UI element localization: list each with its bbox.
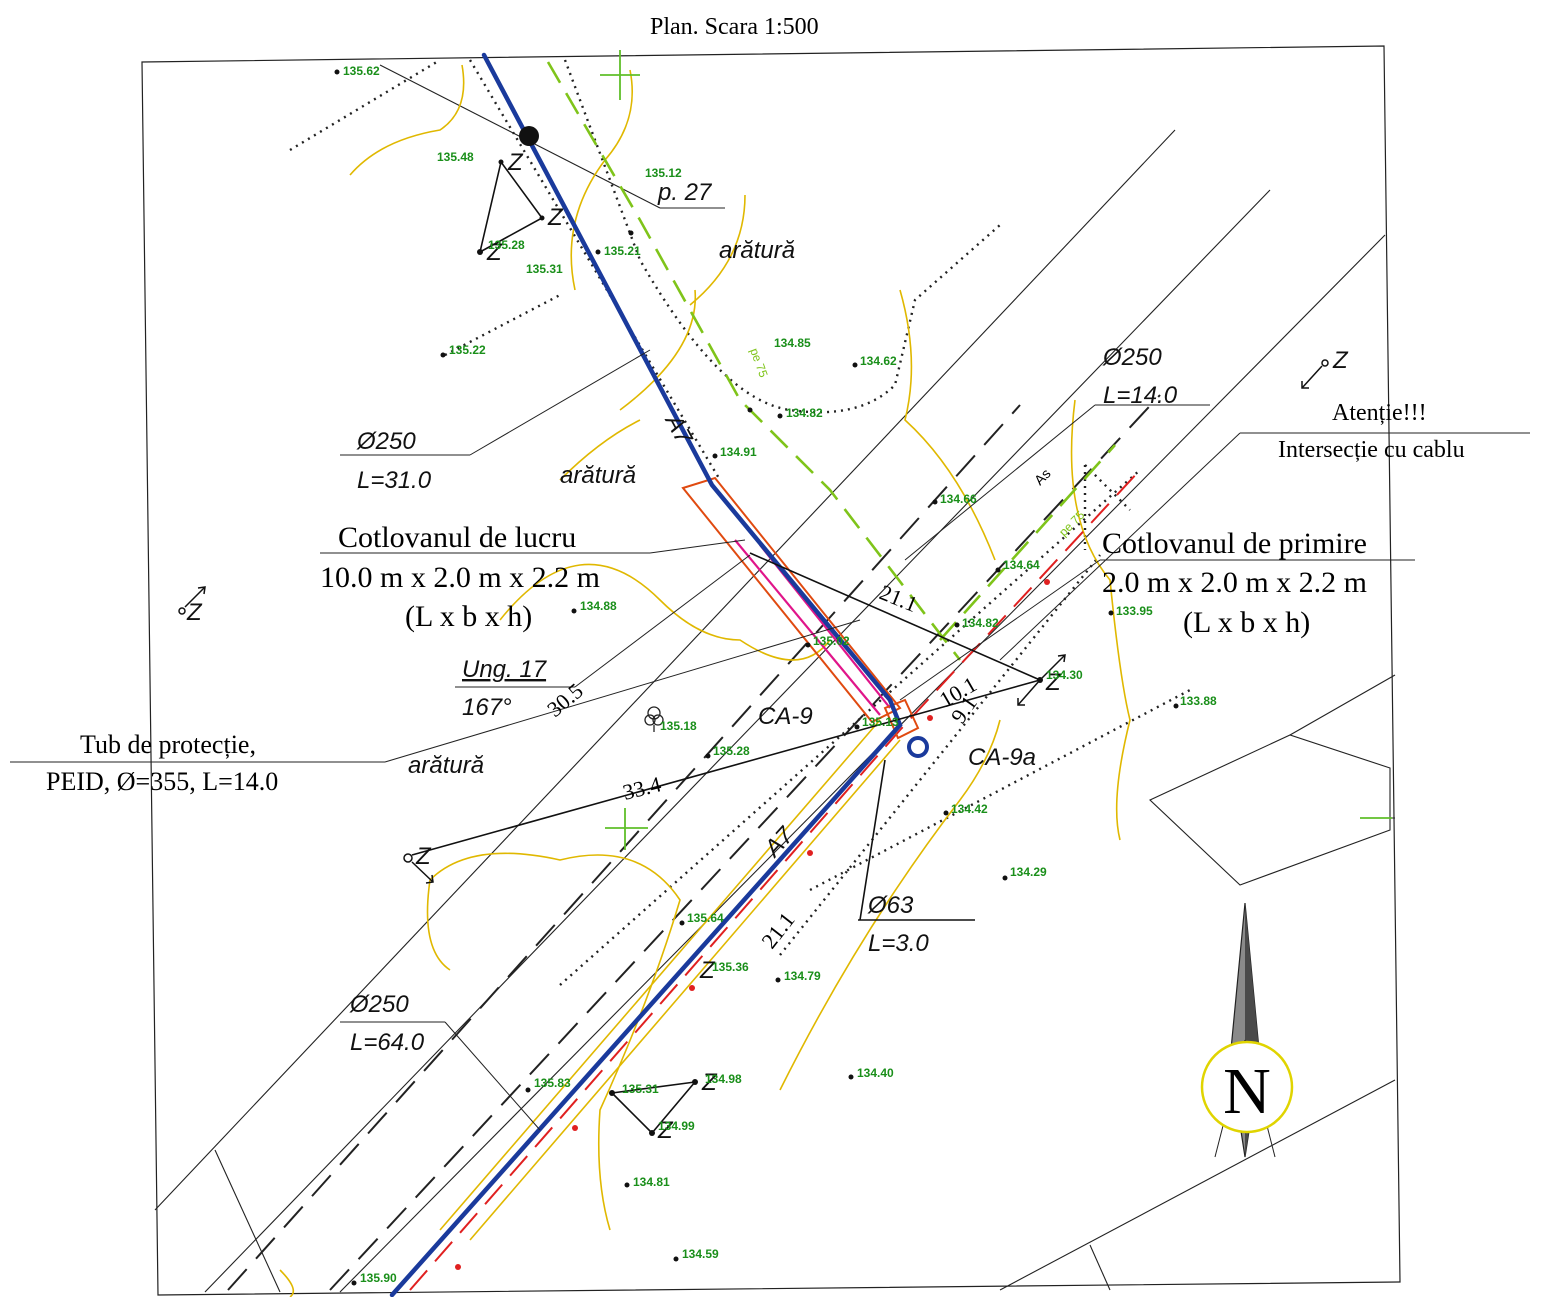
pipe-length-label-4: L=3.0 [868,930,929,957]
gas-pipe-label-1: pe 75 [747,346,771,379]
land-label-aratura-2: arătură [560,462,636,489]
elevation-label: 135.28 [488,238,525,252]
elevation-label: 135.02 [813,634,850,648]
elevation-label: 134.64 [1003,558,1040,572]
north-label: N [1223,1055,1271,1128]
protection-tube-line-2: PEID, Ø=355, L=14.0 [46,767,278,796]
elevation-label: 134.40 [857,1066,894,1080]
tree-symbol [644,706,664,732]
elevation-labels: 135.62 135.48 135.12 135.21 135.28 135.3… [343,64,1217,1285]
survey-points [334,69,1179,1286]
pipe-length-label-3: L=64.0 [350,1029,425,1056]
elevation-label: 135.48 [437,150,474,164]
chamber-label-ca9a: CA-9a [968,744,1036,771]
z-point-label-10: Z [699,957,716,984]
north-arrow: N [1200,902,1294,1158]
elevation-label: 134.91 [720,445,757,459]
survey-lines [411,160,1041,1134]
elevation-label: 134.99 [658,1119,695,1133]
z-point-label-3: Z [415,843,432,870]
receiving-pit-title: Cotlovanul de primire [1102,527,1367,560]
pipe-code-a7-2: A7 [758,821,800,864]
red-utility-line [409,469,1141,1291]
elevation-label: 135.22 [449,343,486,357]
z-point-label-2: Z [1332,347,1349,374]
elevation-label: 134.98 [705,1072,742,1086]
dashed-road-lines [227,394,1161,1291]
protection-tube-line-1: Tub de protecție, [80,730,256,759]
z-point-label-8: Z [701,1069,718,1096]
elevation-label: 134.82 [962,616,999,630]
map-frame [141,45,1401,1296]
elevation-label: 135.21 [604,244,641,258]
elevation-label: 135.62 [343,64,380,78]
z-point-label-7: Z [486,239,503,266]
pipe-length-label-1: L=31.0 [357,467,432,494]
red-points [455,579,1050,1270]
elevation-label: 134.42 [951,802,988,816]
elevation-label: 134.30 [1046,668,1083,682]
elevation-label: 135.90 [360,1271,397,1285]
land-label-aratura-3: arătură [408,752,484,779]
elevation-label: 135.83 [534,1076,571,1090]
elevation-label: 135.64 [687,911,724,925]
chamber-label-ca9: CA-9 [758,703,813,730]
z-point-label-9: Z [657,1117,674,1144]
z-point-markers [178,359,1329,884]
elevation-label: 135.31 [622,1082,659,1096]
dimension-33-4: 33.4 [620,771,663,805]
elevation-label: 134.85 [774,336,811,350]
elevation-label: 134.81 [633,1175,670,1189]
elevation-label: 133.88 [1180,694,1217,708]
working-pit-dimensions: 10.0 m x 2.0 m x 2.2 m [320,561,600,594]
pipe-diameter-label-1: Ø250 [356,428,416,455]
elevation-label: 134.88 [580,599,617,613]
z-point-label-5: Z [507,149,524,176]
elevation-label: 135.18 [660,719,697,733]
elevation-label: 135.13 [862,715,899,729]
dimension-21-1-b: 21.1 [756,907,799,953]
green-utility-line [546,61,1116,661]
angle-label-value: 167° [462,694,512,721]
warning-text: Intersecție cu cablu [1278,437,1465,463]
receiving-pit-dimensions: 2.0 m x 2.0 m x 2.2 m [1102,566,1367,599]
pit-outlines [681,476,920,740]
elevation-label: 135.31 [526,262,563,276]
chamber-markers [519,126,929,758]
map-title: Plan. Scara 1:500 [650,14,819,40]
survey-crosses [600,50,1392,850]
elevation-label: 135.36 [712,960,749,974]
elevation-label: 134.62 [860,354,897,368]
elevation-label: 134.82 [786,406,823,420]
contour-lines [279,64,1131,1297]
elevation-label: 134.59 [682,1247,719,1261]
point-label-p27: p. 27 [657,179,713,206]
pipe-diameter-label-4: Ø63 [867,892,914,919]
elevation-label: 133.95 [1116,604,1153,618]
cable-code-as: As [1031,465,1054,488]
dimension-30-5: 30.5 [542,678,588,722]
pipe-diameter-label-3: Ø250 [349,991,409,1018]
blue-pipeline [389,52,903,1297]
z-point-label-6: Z [547,204,564,231]
z-point-label-1: Z [186,599,203,626]
elevation-label: 134.29 [1010,865,1047,879]
working-pit-abbr: (L x b x h) [405,600,532,633]
warning-title: Atenție!!! [1332,400,1427,426]
receiving-pit-abbr: (L x b x h) [1183,606,1310,639]
gas-pipe-label-2: pe 75 [1056,508,1087,539]
elevation-label: 134.79 [784,969,821,983]
angle-label-name: Ung. 17 [462,656,548,683]
elevation-label: 135.28 [713,744,750,758]
pipe-diameter-label-2: Ø250 [1102,344,1162,371]
elevation-label: 135.12 [645,166,682,180]
working-pit-title: Cotlovanul de lucru [338,521,576,554]
elevation-label: 134.66 [940,492,977,506]
land-label-aratura-1: arătură [719,237,795,264]
z-point-label-4: Z [1045,669,1062,696]
pipe-length-label-2: L=14.0 [1103,382,1178,409]
leader-lines [10,349,1530,1131]
